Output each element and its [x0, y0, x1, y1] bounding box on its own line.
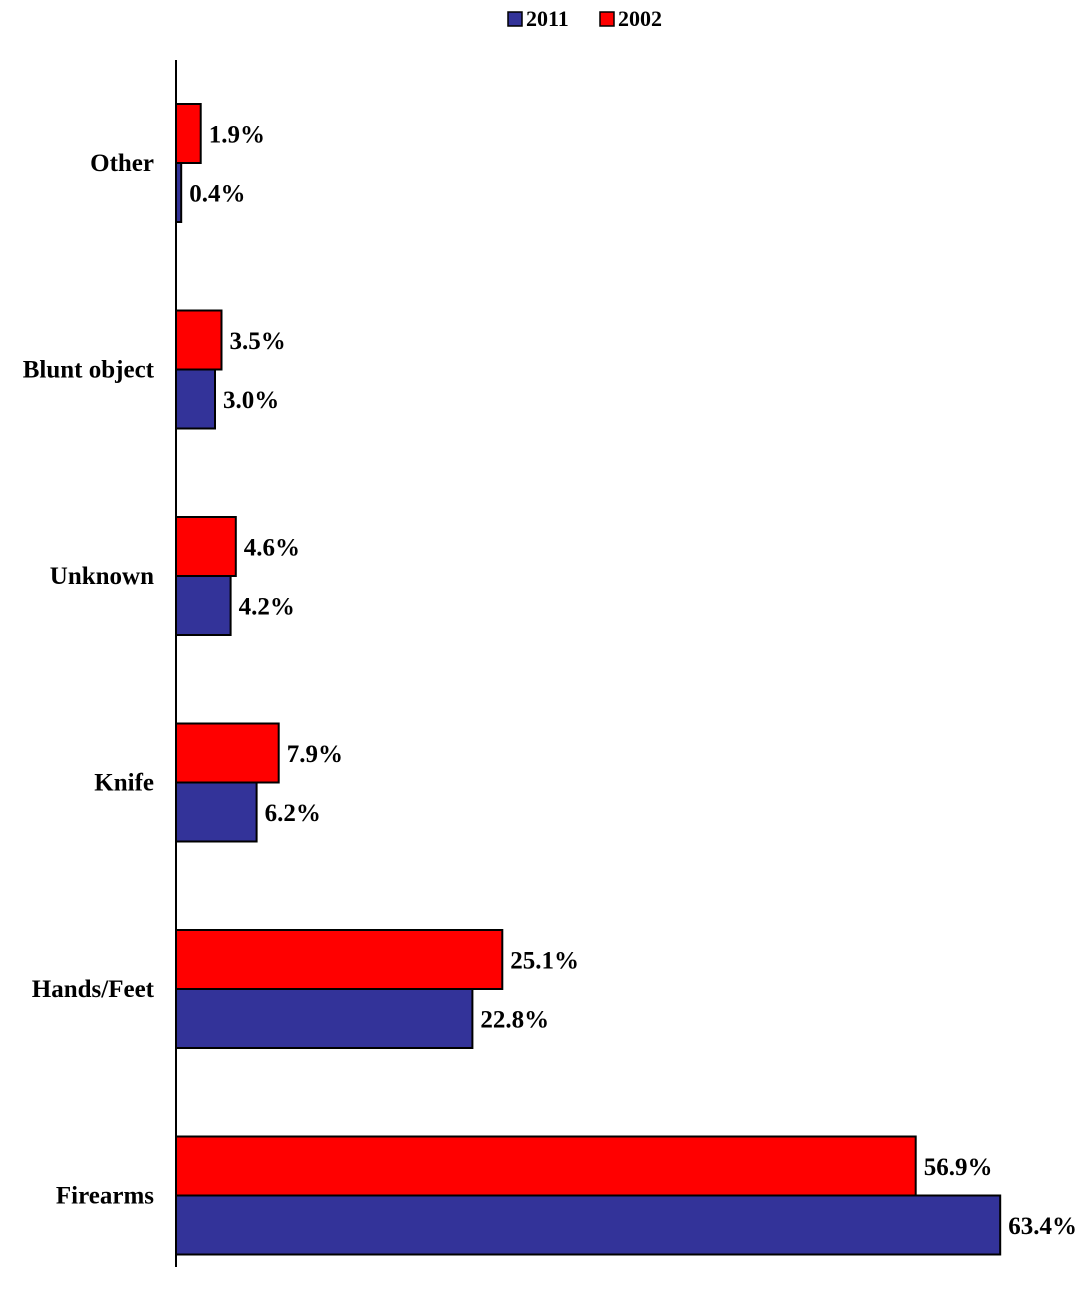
bar-2011-hands-feet — [175, 988, 474, 1049]
data-labels-group: 1.9% 0.4% 3.5% 3.0% 4.6% 4.2% 7.9% 6.2% 25.1% 22.… — [189, 122, 1077, 1241]
bar-2002-firearms — [175, 1135, 917, 1197]
bar-2011-blunt-object — [175, 368, 216, 430]
category-label-other: Other — [90, 150, 154, 177]
legend-swatch-2011 — [507, 11, 523, 27]
bar-2011-unknown — [175, 575, 232, 636]
data-label-2011-blunt-object: 3.0% — [223, 387, 279, 414]
data-label-2011-unknown: 4.2% — [239, 594, 295, 621]
bar-2002-hands-feet — [175, 929, 504, 990]
data-label-2002-blunt-object: 3.5% — [230, 328, 286, 355]
chart-legend: 2011 2002 — [507, 6, 662, 31]
category-labels-group: Other Blunt object Unknown Knife Hands/Feet F… — [23, 150, 155, 1210]
data-label-2002-hands-feet: 25.1% — [510, 948, 579, 975]
bar-2011-firearms — [175, 1194, 1002, 1256]
bar-2002-blunt-object — [175, 309, 223, 371]
category-label-hands-feet: Hands/Feet — [32, 976, 155, 1003]
bar-2002-other — [175, 103, 202, 164]
data-label-2002-other: 1.9% — [209, 122, 265, 149]
data-label-2011-firearms: 63.4% — [1008, 1213, 1077, 1240]
bars-group — [175, 103, 1002, 1256]
legend-label-2002: 2002 — [618, 6, 662, 31]
category-label-blunt-object: Blunt object — [23, 357, 155, 384]
data-label-2002-knife: 7.9% — [287, 741, 343, 768]
category-label-unknown: Unknown — [50, 563, 154, 590]
data-label-2011-hands-feet: 22.8% — [480, 1007, 549, 1034]
data-label-2002-firearms: 56.9% — [924, 1154, 993, 1181]
bar-2002-unknown — [175, 516, 237, 577]
legend-label-2011: 2011 — [526, 6, 569, 31]
bar-2002-knife — [175, 722, 280, 784]
bar-2011-knife — [175, 781, 258, 843]
data-label-2011-other: 0.4% — [189, 181, 245, 208]
category-label-firearms: Firearms — [56, 1183, 154, 1210]
data-label-2002-unknown: 4.6% — [244, 535, 300, 562]
legend-swatch-2002 — [599, 11, 615, 27]
category-label-knife: Knife — [94, 770, 154, 797]
data-label-2011-knife: 6.2% — [265, 800, 321, 827]
